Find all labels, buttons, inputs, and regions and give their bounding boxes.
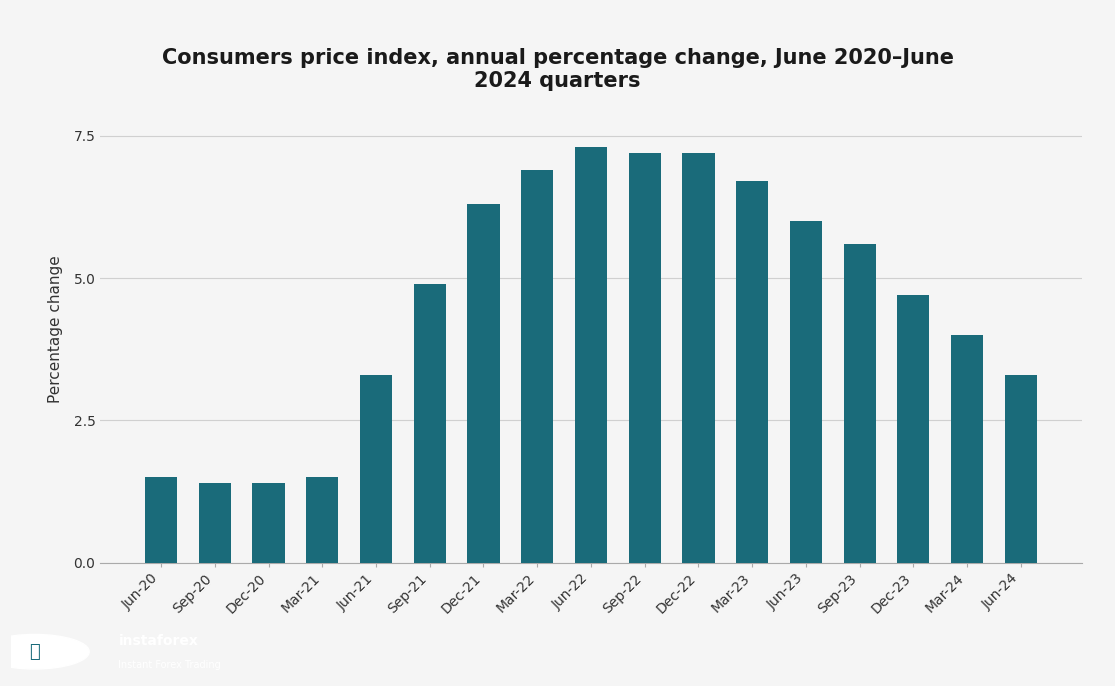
- Bar: [844, 244, 875, 563]
- Bar: [360, 375, 392, 563]
- Text: instaforex: instaforex: [118, 634, 198, 648]
- Bar: [198, 483, 231, 563]
- Bar: [575, 147, 607, 563]
- Text: Instant Forex Trading: Instant Forex Trading: [118, 661, 221, 670]
- Text: Ⓖ: Ⓖ: [29, 643, 40, 661]
- Bar: [789, 221, 822, 563]
- Bar: [898, 295, 930, 563]
- Circle shape: [0, 635, 89, 669]
- Bar: [629, 153, 661, 563]
- Bar: [414, 284, 446, 563]
- Bar: [467, 204, 500, 563]
- Bar: [252, 483, 284, 563]
- Bar: [682, 153, 715, 563]
- Bar: [145, 477, 177, 563]
- Y-axis label: Percentage change: Percentage change: [48, 255, 62, 403]
- Bar: [521, 170, 553, 563]
- Bar: [736, 181, 768, 563]
- Bar: [951, 335, 983, 563]
- Bar: [1005, 375, 1037, 563]
- Bar: [307, 477, 338, 563]
- Text: Consumers price index, annual percentage change, June 2020–June
2024 quarters: Consumers price index, annual percentage…: [162, 48, 953, 91]
